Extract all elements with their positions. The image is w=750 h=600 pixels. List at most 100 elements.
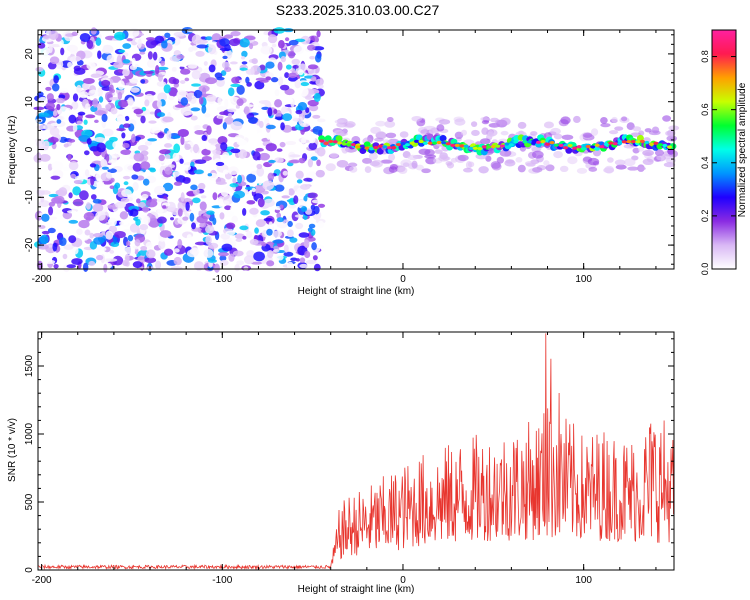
spectrogram-cell bbox=[163, 84, 171, 94]
spectrogram-cell bbox=[278, 76, 284, 87]
spectrogram-cell bbox=[280, 55, 286, 63]
spectrogram-cell bbox=[139, 223, 149, 231]
spectrogram-cell bbox=[172, 152, 180, 162]
spectrogram-cell bbox=[477, 147, 483, 151]
spectrogram-cell bbox=[207, 138, 219, 144]
spectrogram-cell bbox=[172, 171, 181, 177]
spectrogram-cell bbox=[236, 260, 245, 266]
spectrogram-cell bbox=[621, 140, 627, 144]
spectrogram-cell bbox=[180, 80, 186, 84]
spectrogram-cell bbox=[144, 99, 150, 107]
spectrogram-cell bbox=[72, 198, 84, 207]
spectrogram-cell bbox=[110, 107, 118, 115]
spectrogram-cell bbox=[47, 137, 59, 143]
spectrogram-cell bbox=[94, 119, 99, 124]
spectrogram-cell bbox=[600, 117, 608, 124]
spectrogram-cell bbox=[92, 203, 104, 213]
spectrogram-cell bbox=[44, 259, 56, 264]
spectrogram-cell bbox=[183, 111, 193, 116]
spectrogram-cell bbox=[49, 56, 60, 65]
spectrogram-cell bbox=[227, 113, 233, 118]
spectrogram-cell bbox=[289, 154, 301, 158]
spectrogram-cell bbox=[192, 143, 200, 154]
spectrogram-cell bbox=[590, 128, 599, 136]
spectrogram-cell bbox=[288, 204, 297, 209]
spectrogram-cell bbox=[73, 179, 83, 185]
spectrogram-cell bbox=[156, 81, 167, 87]
spectrogram-cell bbox=[487, 130, 495, 137]
spectrogram-cell bbox=[627, 166, 639, 171]
spectrogram-cell bbox=[239, 67, 248, 71]
main-title: S233.2025.310.03.00.C27 bbox=[275, 2, 440, 18]
x-tick-label: -200 bbox=[32, 575, 52, 586]
spectrogram-cell bbox=[151, 198, 158, 202]
spectrogram-cell bbox=[329, 152, 339, 158]
spectrogram-cell bbox=[95, 37, 102, 46]
spectrogram-cell bbox=[300, 206, 308, 212]
spectrogram-cell bbox=[642, 158, 654, 166]
spectrogram-cell bbox=[255, 147, 264, 152]
spectrogram-cell bbox=[481, 127, 489, 135]
spectrogram-cell bbox=[229, 61, 238, 65]
spectrogram-cell bbox=[105, 230, 114, 240]
spectrogram-cell bbox=[145, 249, 156, 259]
spectrogram-cell bbox=[532, 166, 543, 173]
spectrogram-cell bbox=[93, 236, 105, 245]
spectrogram-cell bbox=[84, 229, 91, 236]
spectrogram-cell bbox=[436, 140, 442, 145]
spectrogram-cell bbox=[370, 126, 381, 134]
spectrogram-cell bbox=[123, 123, 131, 128]
spectrogram-cell bbox=[636, 134, 644, 142]
spectrogram-cell bbox=[89, 232, 94, 239]
spectrogram-cell bbox=[223, 34, 234, 39]
spectrogram-cell bbox=[100, 158, 107, 167]
spectrogram-cell bbox=[233, 190, 246, 199]
spectrogram-cell bbox=[332, 140, 338, 144]
spectrogram-cell bbox=[62, 166, 71, 171]
spectrogram-cell bbox=[219, 259, 229, 266]
spectrogram-cell bbox=[299, 257, 306, 263]
spectrogram-cell bbox=[282, 170, 289, 176]
spectrogram-cell bbox=[100, 247, 107, 252]
spectrogram-cell bbox=[259, 79, 269, 83]
spectrogram-cell bbox=[129, 78, 139, 84]
spectrogram-cell bbox=[113, 31, 126, 41]
spectrogram-cell bbox=[163, 143, 173, 148]
spectrogram-cell bbox=[258, 100, 271, 104]
spectrogram-cell bbox=[140, 245, 148, 251]
spectrogram-cell bbox=[423, 141, 429, 145]
spectrogram-cell bbox=[75, 56, 81, 62]
spectrogram-cell bbox=[499, 117, 511, 126]
spectrogram-cell bbox=[71, 101, 79, 110]
spectrogram-cell bbox=[221, 243, 233, 252]
spectrogram-cell bbox=[59, 88, 69, 94]
spectrogram-cell bbox=[623, 158, 636, 167]
spectrogram-cell bbox=[246, 173, 257, 183]
spectrogram-cell bbox=[190, 107, 201, 112]
spectrogram-cell bbox=[245, 76, 250, 84]
spectrogram-cell bbox=[291, 58, 301, 65]
spectrogram-cell bbox=[274, 184, 285, 192]
spectrogram-cell bbox=[666, 145, 672, 149]
spectrogram-cell bbox=[126, 241, 131, 247]
spectrogram-cell bbox=[114, 182, 121, 189]
spectrogram-cell bbox=[303, 239, 310, 248]
spectrogram-cell bbox=[173, 181, 183, 186]
spectrogram-cell bbox=[307, 192, 318, 199]
spectrogram-cell bbox=[276, 217, 284, 223]
spectrogram-cell bbox=[298, 157, 306, 164]
spectrogram-cell bbox=[648, 130, 661, 136]
spectrogram-cell bbox=[72, 246, 79, 255]
spectrogram-cell bbox=[144, 114, 155, 119]
spectrogram-cell bbox=[218, 198, 224, 208]
spectrogram-cell bbox=[639, 139, 645, 143]
spectrogram-cell bbox=[249, 207, 259, 215]
spectrogram-cell bbox=[348, 166, 358, 173]
spectrogram-cell bbox=[317, 203, 326, 208]
spectrogram-cell bbox=[193, 261, 205, 271]
snr-frame bbox=[37, 331, 675, 571]
spectrogram-cell bbox=[214, 143, 222, 151]
spectrogram-cell bbox=[106, 54, 115, 64]
spectrogram-cell bbox=[42, 35, 50, 39]
spectrogram-cells bbox=[33, 26, 680, 273]
